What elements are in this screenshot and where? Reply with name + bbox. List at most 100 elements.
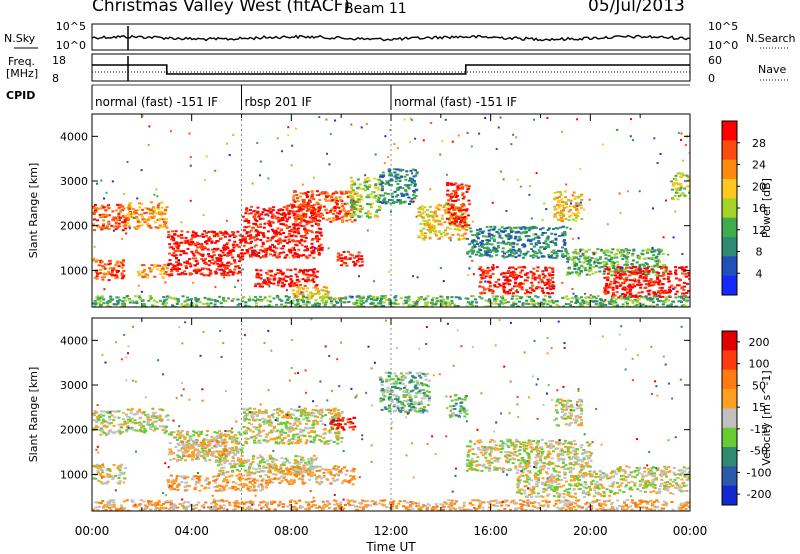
scatter-cell: [486, 280, 490, 283]
scatter-cell: [355, 255, 359, 258]
scatter-cell: [267, 222, 271, 225]
scatter-cell: [351, 202, 355, 205]
scatter-cell: [573, 214, 577, 217]
scatter-cell: [466, 251, 469, 254]
beam-label: Beam 11: [344, 1, 407, 17]
scatter-cell: [529, 227, 533, 230]
scatter-cell: [297, 217, 301, 220]
scatter-cell: [440, 235, 444, 238]
scatter-cell: [523, 244, 527, 247]
scatter-cell: [559, 193, 563, 196]
scatter-cell: [580, 270, 583, 273]
scatter-cell: [197, 450, 201, 453]
scatter-cell: [449, 211, 453, 214]
scatter-cell: [256, 230, 259, 233]
scatter-cell: [321, 217, 325, 220]
scatter-cell: [549, 256, 553, 259]
scatter-cell: [162, 218, 166, 221]
scatter-cell: [412, 305, 416, 307]
scatter-cell: [503, 252, 506, 255]
scatter-cell: [351, 189, 355, 192]
scatter-cell: [388, 303, 392, 306]
scatter-cell: [305, 249, 309, 252]
scatter-cell: [623, 293, 627, 296]
scatter-cell: [444, 229, 447, 232]
scatter-cell: [575, 272, 579, 275]
scatter-cell: [563, 232, 567, 235]
scatter-cell: [367, 179, 371, 182]
scatter-cell: [317, 248, 321, 251]
scatter-cell: [426, 220, 429, 223]
scatter-cell: [112, 216, 116, 219]
scatter-cell: [389, 178, 393, 181]
scatter-cell: [236, 304, 240, 307]
scatter-cell: [579, 303, 583, 306]
scatter-cell: [497, 228, 501, 231]
scatter-cell: [494, 302, 498, 305]
scatter-cell: [495, 266, 499, 269]
scatter-cell: [340, 199, 344, 202]
scatter-cell: [393, 201, 397, 203]
noise-dot: [505, 209, 508, 212]
scatter-cell: [641, 263, 645, 266]
noise-dot: [491, 201, 494, 204]
scatter-cell: [593, 300, 597, 303]
scatter-cell: [120, 463, 124, 466]
scatter-cell: [92, 213, 96, 215]
scatter-cell: [355, 209, 359, 211]
scatter-cell: [299, 283, 302, 286]
scatter-cell: [180, 271, 184, 274]
noise-tick-left-bottom: 10^0: [56, 39, 86, 52]
scatter-cell: [180, 234, 184, 236]
scatter-cell: [638, 295, 642, 298]
scatter-cell: [490, 255, 494, 258]
scatter-cell: [392, 168, 396, 171]
scatter-cell: [554, 216, 558, 219]
scatter-cell: [184, 273, 188, 276]
scatter-cell: [519, 227, 523, 230]
scatter-cell: [546, 243, 550, 246]
scatter-cell: [450, 215, 453, 218]
scatter-cell: [159, 425, 162, 428]
scatter-cell: [452, 217, 456, 220]
scatter-cell: [463, 237, 467, 240]
scatter-cell: [108, 418, 112, 421]
scatter-cell: [460, 205, 464, 208]
scatter-cell: [527, 227, 531, 230]
scatter-cell: [572, 262, 576, 265]
scatter-cell: [478, 228, 482, 231]
scatter-cell: [260, 245, 264, 248]
scatter-cell: [293, 231, 297, 234]
noise-dot: [471, 220, 474, 223]
noise-dot: [551, 285, 554, 288]
noise-dot: [223, 276, 226, 279]
scatter-cell: [118, 469, 122, 472]
scatter-cell: [93, 204, 97, 206]
noise-dot: [583, 208, 586, 211]
scatter-cell: [660, 249, 664, 252]
scatter-cell: [305, 245, 309, 248]
scatter-cell: [618, 270, 622, 273]
scatter-cell: [433, 229, 437, 232]
scatter-cell: [437, 223, 441, 226]
scatter-cell: [213, 230, 217, 233]
scatter-cell: [256, 298, 260, 301]
scatter-cell: [275, 217, 279, 220]
scatter-cell: [129, 412, 133, 415]
scatter-cell: [321, 298, 325, 301]
scatter-cell: [664, 298, 668, 301]
scatter-cell: [102, 298, 106, 301]
scatter-cell: [259, 299, 263, 302]
scatter-cell: [216, 300, 220, 302]
scatter-cell: [316, 210, 320, 213]
scatter-cell: [601, 261, 605, 264]
scatter-cell: [608, 270, 612, 273]
scatter-cell: [270, 228, 274, 231]
scatter-cell: [253, 249, 257, 252]
scatter-cell: [522, 243, 526, 246]
scatter-cell: [634, 268, 638, 271]
scatter-cell: [652, 269, 656, 272]
scatter-cell: [518, 286, 522, 289]
scatter-cell: [101, 429, 104, 432]
scatter-cell: [613, 270, 617, 273]
